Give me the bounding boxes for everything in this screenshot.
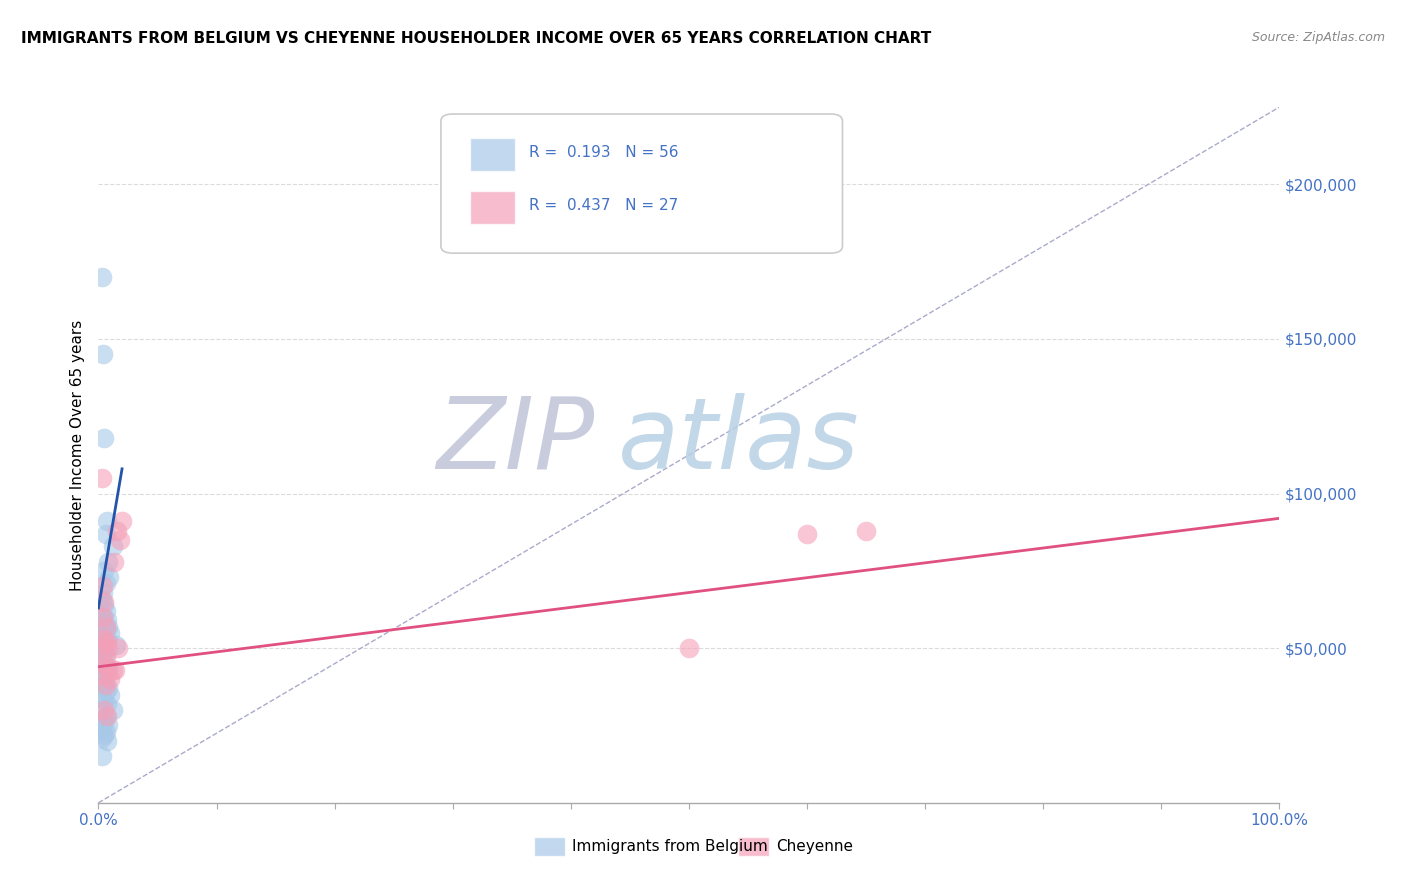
Point bbox=[93, 675, 115, 690]
Point bbox=[91, 625, 114, 640]
Point bbox=[97, 619, 120, 633]
Text: ZIP: ZIP bbox=[436, 392, 595, 490]
Point bbox=[91, 712, 114, 726]
Text: atlas: atlas bbox=[619, 392, 859, 490]
Point bbox=[93, 564, 115, 578]
Point bbox=[98, 570, 121, 584]
Point bbox=[91, 731, 114, 745]
Point bbox=[91, 471, 114, 485]
Point bbox=[101, 663, 124, 677]
FancyBboxPatch shape bbox=[441, 114, 842, 253]
Point bbox=[94, 623, 117, 637]
Y-axis label: Householder Income Over 65 years: Householder Income Over 65 years bbox=[69, 319, 84, 591]
Point bbox=[91, 678, 114, 692]
Point bbox=[91, 591, 114, 606]
Point bbox=[93, 629, 115, 643]
Point bbox=[93, 632, 115, 646]
Point bbox=[94, 648, 117, 662]
Point bbox=[93, 431, 115, 445]
Point bbox=[91, 579, 114, 593]
Point bbox=[98, 688, 121, 702]
Point bbox=[97, 641, 120, 656]
Point bbox=[98, 672, 121, 686]
Point bbox=[98, 625, 121, 640]
Point bbox=[93, 715, 115, 730]
Point bbox=[93, 595, 115, 609]
Point bbox=[796, 526, 818, 541]
Point bbox=[97, 681, 120, 696]
Point bbox=[91, 270, 114, 285]
Point bbox=[103, 555, 125, 569]
Point bbox=[108, 533, 131, 547]
Point bbox=[93, 694, 115, 708]
Point bbox=[91, 722, 114, 736]
Point bbox=[91, 665, 114, 680]
Bar bbox=[471, 191, 516, 224]
Point bbox=[96, 632, 118, 646]
Point bbox=[105, 524, 128, 538]
Point bbox=[111, 515, 134, 529]
Point bbox=[91, 641, 114, 656]
Point bbox=[96, 709, 118, 723]
Point bbox=[94, 684, 117, 698]
Point bbox=[96, 613, 118, 627]
Point bbox=[93, 665, 115, 680]
Point bbox=[93, 657, 115, 671]
Point bbox=[93, 644, 115, 658]
Point bbox=[94, 650, 117, 665]
Point bbox=[91, 749, 114, 764]
Point bbox=[93, 657, 115, 671]
Point bbox=[97, 718, 120, 732]
Text: R =  0.193   N = 56: R = 0.193 N = 56 bbox=[530, 145, 679, 161]
Point bbox=[97, 555, 120, 569]
Point bbox=[96, 515, 118, 529]
Point bbox=[101, 703, 124, 717]
Text: R =  0.437   N = 27: R = 0.437 N = 27 bbox=[530, 198, 679, 213]
Point bbox=[94, 619, 117, 633]
Point bbox=[96, 734, 118, 748]
Point bbox=[91, 585, 114, 599]
Point bbox=[94, 709, 117, 723]
Point bbox=[93, 669, 115, 683]
Point bbox=[91, 638, 114, 652]
Point bbox=[93, 703, 115, 717]
Point bbox=[678, 641, 700, 656]
Point bbox=[94, 724, 117, 739]
Point bbox=[94, 678, 117, 692]
Point bbox=[94, 576, 117, 591]
Point bbox=[855, 524, 877, 538]
Point bbox=[96, 659, 118, 673]
Point bbox=[97, 663, 120, 677]
Point bbox=[101, 539, 124, 553]
Bar bbox=[471, 137, 516, 171]
Point bbox=[93, 598, 115, 612]
Point bbox=[94, 669, 117, 683]
Point bbox=[91, 347, 114, 361]
Point bbox=[104, 663, 127, 677]
Point bbox=[91, 654, 114, 668]
Point bbox=[105, 638, 128, 652]
Text: Immigrants from Belgium: Immigrants from Belgium bbox=[572, 839, 768, 854]
Point bbox=[91, 610, 114, 624]
Point bbox=[91, 690, 114, 705]
Point bbox=[91, 650, 114, 665]
Point bbox=[94, 635, 117, 649]
Point bbox=[91, 610, 114, 624]
Text: Source: ZipAtlas.com: Source: ZipAtlas.com bbox=[1251, 31, 1385, 45]
Text: IMMIGRANTS FROM BELGIUM VS CHEYENNE HOUSEHOLDER INCOME OVER 65 YEARS CORRELATION: IMMIGRANTS FROM BELGIUM VS CHEYENNE HOUS… bbox=[21, 31, 931, 46]
Point bbox=[94, 526, 117, 541]
Point bbox=[94, 604, 117, 618]
Point bbox=[91, 672, 114, 686]
Point bbox=[107, 641, 129, 656]
Point bbox=[96, 635, 118, 649]
Point bbox=[93, 728, 115, 742]
Point bbox=[96, 659, 118, 673]
Point bbox=[93, 616, 115, 631]
Text: Cheyenne: Cheyenne bbox=[776, 839, 853, 854]
Point bbox=[96, 697, 118, 711]
